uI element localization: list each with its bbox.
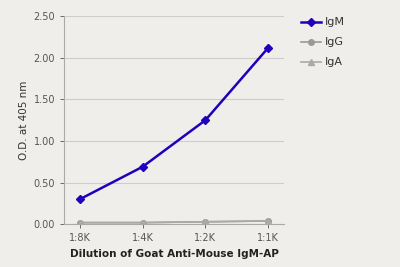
IgG [266, 219, 271, 223]
Y-axis label: O.D. at 405 nm: O.D. at 405 nm [19, 80, 29, 160]
Legend: IgM, IgG, IgA: IgM, IgG, IgA [300, 17, 345, 67]
IgM [140, 165, 145, 168]
IgA [77, 221, 82, 224]
Line: IgM: IgM [77, 45, 271, 202]
X-axis label: Dilution of Goat Anti-Mouse IgM-AP: Dilution of Goat Anti-Mouse IgM-AP [70, 249, 278, 259]
IgA [266, 219, 271, 223]
Line: IgA: IgA [77, 218, 271, 225]
IgM [203, 119, 208, 122]
IgA [203, 220, 208, 223]
IgA [140, 221, 145, 224]
Line: IgG: IgG [77, 218, 271, 225]
IgG [140, 221, 145, 224]
IgG [203, 220, 208, 223]
IgG [77, 221, 82, 224]
IgM [77, 198, 82, 201]
IgM [266, 46, 271, 49]
